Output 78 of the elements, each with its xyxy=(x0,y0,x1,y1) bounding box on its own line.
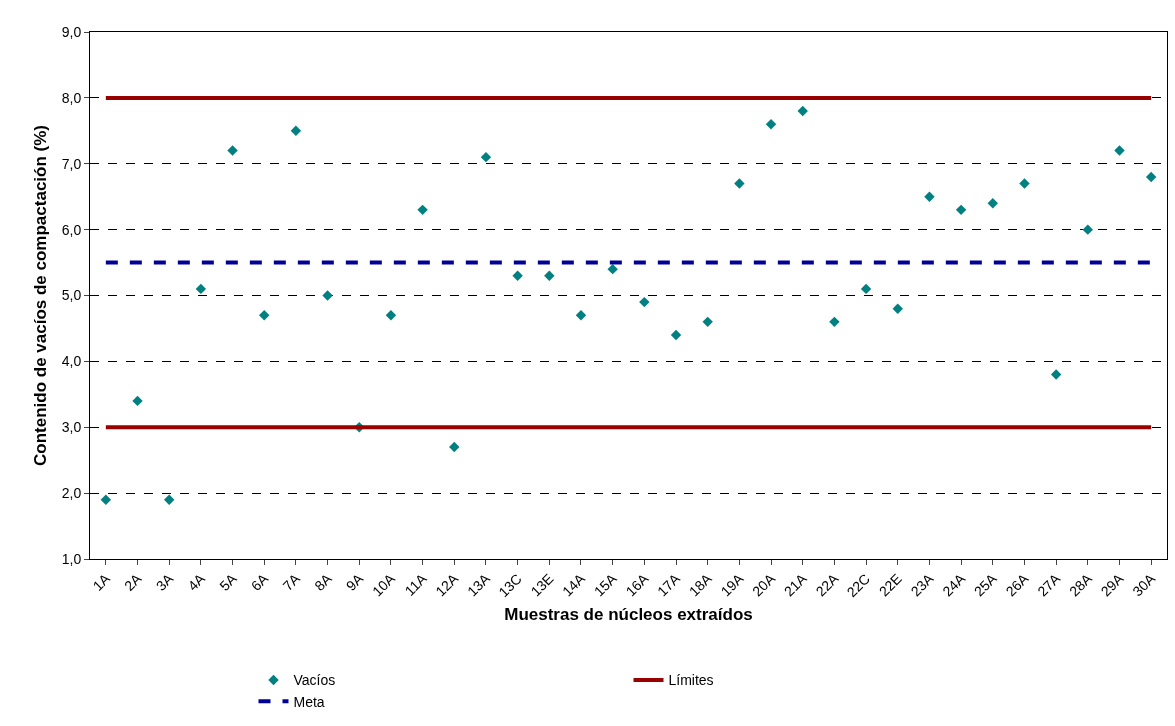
point xyxy=(290,125,302,137)
x-tick-label: 14A xyxy=(559,570,589,600)
point xyxy=(1145,171,1157,183)
x-tick-label: 8A xyxy=(311,570,336,594)
y-tick-label: 9,0 xyxy=(61,23,82,40)
x-tick-label: 5A xyxy=(216,570,241,594)
x-tick-label: 25A xyxy=(970,570,1001,600)
x-tick-label: 15A xyxy=(590,570,621,600)
point xyxy=(195,283,207,295)
point xyxy=(607,263,618,275)
x-tick-label: 26A xyxy=(1002,570,1032,600)
x-tick-label: 13A xyxy=(464,570,494,600)
x-tick-label: 11A xyxy=(401,570,431,599)
point xyxy=(955,204,967,216)
y-axis-title: Contenido de vacíos de compactación (%) xyxy=(31,124,50,467)
x-tick-label: 20A xyxy=(749,570,779,600)
y-tick-label: 6,0 xyxy=(61,221,82,238)
x-tick-label: 7A xyxy=(279,570,304,594)
x-tick-label: 24A xyxy=(939,570,969,600)
x-tick-label: 19A xyxy=(717,570,747,600)
point xyxy=(132,395,143,407)
point xyxy=(480,151,492,163)
x-tick-label: 22A xyxy=(812,570,842,600)
point xyxy=(702,316,713,328)
x-tick-label: 21A xyxy=(780,570,811,600)
point xyxy=(385,310,397,321)
point xyxy=(163,494,175,505)
point xyxy=(417,204,428,216)
point xyxy=(829,316,840,328)
legend-label: Límites xyxy=(668,672,714,689)
y-tick-label: 7,0 xyxy=(61,155,82,172)
point xyxy=(1019,178,1030,189)
x-tick-label: 23A xyxy=(907,570,937,600)
x-tick-label: 9A xyxy=(342,570,367,594)
x-axis-title: Muestras de núcleos extraídos xyxy=(504,605,753,624)
x-tick-label: 12A xyxy=(432,570,462,600)
point xyxy=(765,119,777,130)
x-tick-label: 16A xyxy=(622,570,652,600)
point xyxy=(575,310,587,321)
x-tick-label: 18A xyxy=(685,570,716,600)
x-tick-label: 27A xyxy=(1034,570,1064,600)
y-tick-label: 8,0 xyxy=(61,89,82,106)
y-tick-label: 2,0 xyxy=(61,485,82,502)
x-tick-label: 6A xyxy=(247,570,272,594)
point xyxy=(892,303,903,314)
point xyxy=(1050,369,1062,380)
x-tick-label: 4A xyxy=(184,570,209,594)
point xyxy=(544,270,555,281)
point xyxy=(1082,224,1094,235)
point xyxy=(449,441,460,453)
y-tick-label: 3,0 xyxy=(61,419,82,436)
point xyxy=(227,145,238,156)
x-tick-label: 13C xyxy=(495,570,525,601)
point xyxy=(924,191,935,202)
y-tick-label: 1,0 xyxy=(61,550,82,567)
x-tick-label: 17A xyxy=(654,570,684,600)
point xyxy=(512,270,523,281)
point xyxy=(670,329,682,341)
point xyxy=(100,494,112,505)
point xyxy=(797,105,808,117)
point xyxy=(639,296,650,308)
point xyxy=(987,198,998,209)
x-tick-label: 3A xyxy=(152,570,177,594)
point xyxy=(1114,145,1125,156)
y-tick-label: 5,0 xyxy=(61,287,82,304)
x-tick-label: 29A xyxy=(1097,570,1128,600)
y-tick-label: 4,0 xyxy=(61,353,82,370)
point xyxy=(860,283,872,295)
x-tick-label: 30A xyxy=(1129,570,1159,600)
legend-label: Vacíos xyxy=(293,672,336,689)
point xyxy=(322,290,333,301)
x-tick-label: 10A xyxy=(369,570,399,600)
x-tick-label: 1A xyxy=(89,570,114,594)
point xyxy=(259,310,270,321)
point xyxy=(734,178,745,189)
legend-label: Meta xyxy=(293,693,325,710)
x-tick-label: 28A xyxy=(1065,570,1096,600)
x-tick-label: 2A xyxy=(121,570,146,594)
